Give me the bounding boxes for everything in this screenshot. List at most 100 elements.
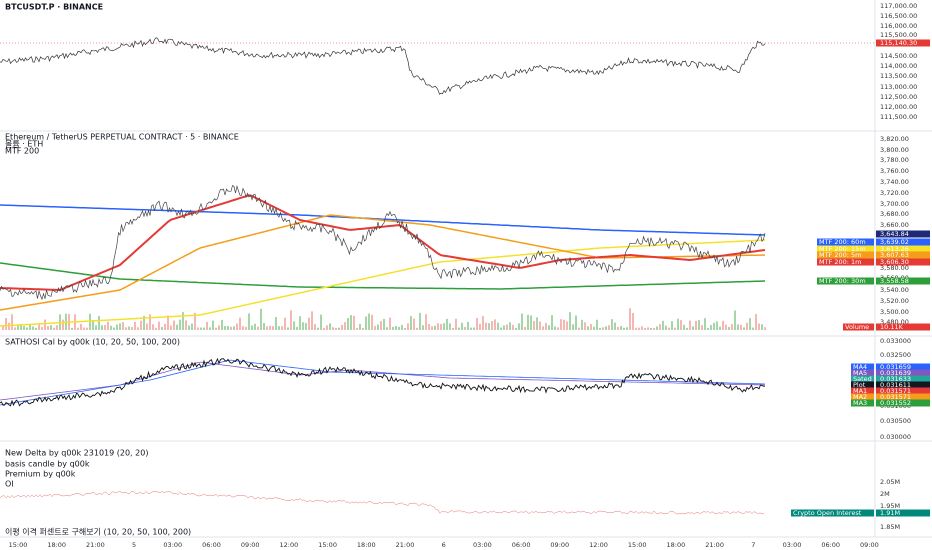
volume-bar	[299, 316, 301, 330]
pane-title: Ethereum / TetherUS PERPETUAL CONTRACT ·…	[5, 133, 239, 142]
price-axis-label: 116,000.00	[880, 22, 917, 30]
volume-bar	[458, 327, 460, 330]
volume-bar	[602, 327, 604, 330]
volume-bar	[680, 320, 682, 330]
volume-bar	[611, 319, 613, 330]
volume-bar	[395, 325, 397, 330]
price-tag	[876, 399, 930, 407]
volume-bar	[707, 327, 709, 330]
volume-bar	[461, 322, 463, 330]
volume-bar	[503, 325, 505, 330]
price-tag	[876, 39, 930, 47]
volume-bar	[227, 326, 229, 330]
price-line	[0, 37, 766, 95]
volume-bar	[41, 326, 43, 330]
volume-bar	[80, 323, 82, 330]
volume-bar	[317, 327, 319, 330]
price-tag-value: 10.11K	[880, 323, 904, 331]
volume-bar	[743, 327, 745, 330]
price-tag	[876, 363, 930, 371]
price-tag-label-bg	[851, 387, 874, 395]
volume-bar	[185, 320, 187, 330]
volume-bar	[107, 321, 109, 330]
time-axis-label: 21:00	[705, 541, 724, 549]
volume-bar	[8, 322, 10, 330]
volume-bar	[656, 326, 658, 330]
time-axis-label: 06:00	[512, 541, 531, 549]
volume-bar	[425, 314, 427, 330]
volume-bar	[245, 326, 247, 330]
price-axis-label: 112,000.00	[880, 103, 917, 111]
volume-bar	[53, 327, 55, 330]
volume-bar	[533, 321, 535, 330]
volume-bar	[260, 308, 262, 330]
price-tag-label-bg	[851, 381, 874, 389]
volume-bar	[557, 327, 559, 330]
volume-bar	[314, 324, 316, 330]
volume-bar	[113, 327, 115, 330]
volume-bar	[332, 327, 334, 330]
price-tag-label: MTF 200: 60m	[819, 238, 866, 246]
volume-bar	[488, 323, 490, 330]
volume-bar	[392, 326, 394, 330]
volume-bar	[701, 325, 703, 330]
volume-bar	[470, 327, 472, 330]
time-axis-label: 18:00	[47, 541, 66, 549]
volume-bar	[248, 313, 250, 330]
volume-bar	[491, 321, 493, 330]
volume-bar	[146, 323, 148, 330]
volume-bar	[11, 314, 13, 330]
volume-bar	[449, 323, 451, 330]
indicator-title: OI	[5, 480, 14, 489]
price-tag-label-bg	[817, 238, 874, 246]
volume-bar	[734, 310, 736, 330]
volume-bar	[437, 323, 439, 330]
volume-bar	[239, 317, 241, 330]
volume-bar	[140, 320, 142, 330]
volume-bar	[653, 327, 655, 330]
price-tag	[876, 393, 930, 401]
volume-bar	[587, 326, 589, 330]
volume-bar	[89, 313, 91, 330]
volume-bar	[755, 314, 757, 330]
ma-5m	[0, 214, 766, 311]
volume-bar	[56, 325, 58, 330]
volume-bar	[641, 326, 643, 330]
volume-bar	[668, 327, 670, 330]
volume-bar	[230, 326, 232, 330]
volume-bar	[431, 326, 433, 330]
time-axis-label: 03:00	[783, 541, 802, 549]
price-axis-label: 3,580.00	[880, 264, 909, 272]
volume-bar	[515, 327, 517, 330]
volume-bar	[305, 323, 307, 330]
volume-bar	[623, 327, 625, 330]
volume-bar	[710, 325, 712, 330]
volume-bar	[188, 325, 190, 330]
volume-bar	[566, 321, 568, 330]
volume-bar	[320, 314, 322, 330]
volume-bar	[242, 326, 244, 330]
price-tag	[876, 375, 930, 383]
volume-bar	[398, 326, 400, 330]
volume-bar	[170, 325, 172, 330]
volume-bar	[758, 323, 760, 330]
volume-bar	[455, 318, 457, 330]
price-axis-label: 3,740.00	[880, 178, 909, 186]
volume-bar	[434, 325, 436, 330]
price-tag-label-bg	[817, 251, 874, 259]
price-axis-label: 2M	[880, 490, 890, 498]
price-tag-label: MTF 200: 15m	[819, 245, 866, 253]
indicator-title: SATHOSI Cal by q00k (10, 20, 50, 100, 20…	[5, 338, 180, 347]
volume-bar	[683, 324, 685, 330]
volume-bar	[500, 327, 502, 330]
volume-bar	[110, 325, 112, 330]
volume-bar	[101, 325, 103, 330]
volume-bar	[362, 327, 364, 330]
ma-1m	[0, 194, 766, 292]
time-axis-label: 09:00	[860, 541, 879, 549]
price-axis-label: 111,500.00	[880, 113, 917, 121]
volume-bar	[599, 327, 601, 330]
volume-bar	[284, 317, 286, 330]
volume-bar	[467, 321, 469, 330]
